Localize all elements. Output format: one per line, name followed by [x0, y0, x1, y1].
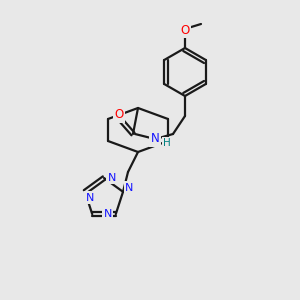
- Text: O: O: [180, 23, 190, 37]
- Text: N: N: [151, 133, 159, 146]
- Text: N: N: [86, 193, 94, 203]
- Text: O: O: [114, 109, 124, 122]
- Text: N: N: [103, 209, 112, 219]
- Text: H: H: [163, 138, 171, 148]
- Text: N: N: [125, 183, 133, 193]
- Text: N: N: [108, 173, 116, 183]
